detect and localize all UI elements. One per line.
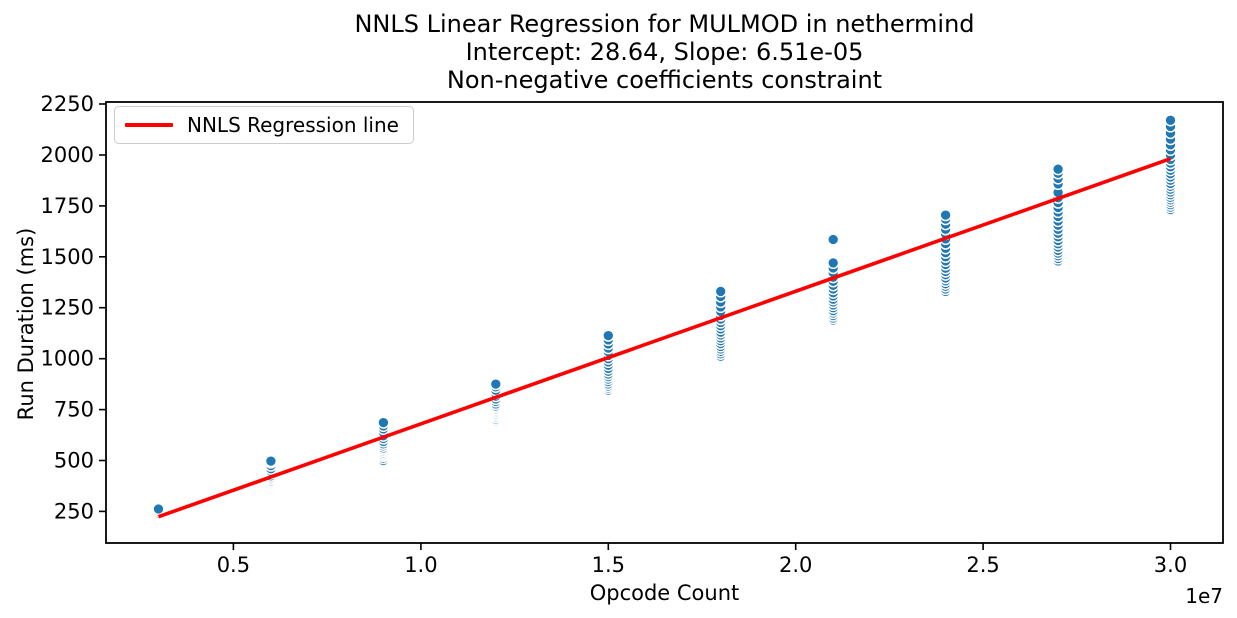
- scatter-point: [152, 502, 165, 516]
- chart-title-line3: Non-negative coefficients constraint: [446, 66, 883, 94]
- legend-line-sample: [125, 123, 173, 127]
- scatter-point: [827, 233, 840, 246]
- x-axis-label: Opcode Count: [589, 581, 740, 605]
- y-tick-label: 2000: [41, 143, 94, 167]
- chart-title-line2: Intercept: 28.64, Slope: 6.51e-05: [465, 38, 864, 66]
- y-axis-label: Run Duration (ms): [14, 227, 38, 421]
- scatter-point: [827, 256, 840, 270]
- scatter-point: [1051, 163, 1065, 176]
- chart-title-line1: NNLS Linear Regression for MULMOD in net…: [354, 10, 975, 38]
- scatter-point: [714, 285, 727, 298]
- y-tick-label: 500: [54, 449, 94, 473]
- scatter-point: [264, 454, 278, 468]
- scatter-point: [939, 208, 952, 222]
- x-tick-label: 2.0: [779, 553, 812, 577]
- regression-line: [157, 157, 1172, 519]
- x-tick-label: 0.5: [217, 553, 250, 577]
- scatter-point: [377, 416, 390, 429]
- scatter-points: [152, 114, 1177, 528]
- y-tick-label: 750: [54, 398, 94, 422]
- y-tick-label: 1000: [41, 347, 94, 371]
- x-tick-label: 3.0: [1154, 553, 1187, 577]
- y-tick-label: 250: [54, 499, 94, 523]
- scatter-point: [602, 329, 615, 342]
- x-tick-label: 1.0: [404, 553, 437, 577]
- scatter-point: [489, 377, 502, 391]
- x-tick-label: 1.5: [592, 553, 625, 577]
- y-tick-label: 1250: [41, 296, 94, 320]
- legend-label: NNLS Regression line: [187, 113, 399, 137]
- x-tick-label: 2.5: [966, 553, 999, 577]
- y-tick-label: 1500: [41, 245, 94, 269]
- y-tick-label: 2250: [41, 92, 94, 116]
- legend: NNLS Regression line: [114, 106, 414, 144]
- x-axis-offset-label: 1e7: [1185, 584, 1223, 608]
- axes-spines: [105, 101, 1224, 544]
- y-tick-label: 1750: [41, 194, 94, 218]
- chart-title: NNLS Linear Regression for MULMOD in net…: [106, 10, 1223, 94]
- scatter-point: [1164, 114, 1177, 127]
